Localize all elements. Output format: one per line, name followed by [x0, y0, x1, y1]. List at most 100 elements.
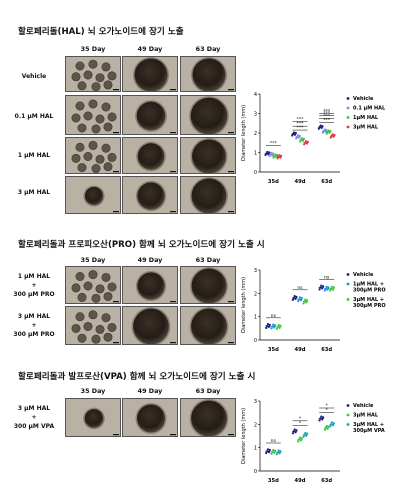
- significance-label: *: [326, 403, 329, 409]
- data-point: [300, 437, 303, 440]
- data-point: [329, 425, 332, 428]
- data-point: [275, 327, 278, 330]
- significance-label: *: [299, 421, 302, 427]
- data-point: [300, 137, 304, 140]
- data-point: [329, 289, 332, 292]
- y-axis-label: Diameter length (mm): [241, 408, 247, 464]
- organoid-micrograph: [66, 267, 120, 303]
- row-label-3um-hal-300um-pro: 3 μM HAL + 300 μM PRO: [13, 313, 55, 338]
- column-header-35-day: 35 Day: [80, 45, 106, 53]
- data-point: [274, 449, 277, 452]
- data-point: [318, 288, 321, 291]
- data-point: [272, 323, 275, 326]
- data-point: [330, 285, 334, 288]
- row-label-1um-hal-300um-pro: 1 μM HAL + 300 μM PRO: [13, 273, 55, 298]
- legend-label: 300μM VPA: [353, 428, 385, 434]
- x-tick-label: 35d: [268, 179, 279, 185]
- data-point: [332, 286, 335, 289]
- y-tick-label: 0: [254, 469, 257, 475]
- legend-label: 3μM HAL: [353, 125, 379, 131]
- data-point: [277, 449, 280, 452]
- x-tick-label: 63d: [321, 478, 332, 484]
- data-point: [306, 432, 309, 435]
- y-tick-label: 2: [254, 131, 257, 137]
- micrograph-hal-r0-c1: [122, 56, 178, 92]
- legend-label: 3μM HAL +: [353, 422, 384, 428]
- data-point: [277, 323, 280, 327]
- data-point: [293, 428, 296, 431]
- significance-label: *: [326, 408, 329, 414]
- column-header-63-day: 63 Day: [195, 45, 221, 53]
- chart-hal-pro-svg: 0 1 2 3 Diameter length (mm) 35d 49d 63d ns ns ns V…: [241, 268, 386, 353]
- column-header-63-day: 63 Day: [195, 256, 221, 264]
- data-point: [298, 134, 301, 138]
- micrograph-pro-r0-c1: [122, 266, 178, 304]
- significance-label: ***: [297, 116, 305, 122]
- data-point: [268, 323, 271, 326]
- data-point: [297, 440, 300, 443]
- micrograph-hal-r3-c1: [122, 176, 178, 214]
- row-label-3um-hal-300um-vpa: 3 μM HAL + 300 μM VPA: [13, 405, 55, 430]
- data-point: [306, 299, 309, 302]
- organoid-micrograph: [66, 307, 120, 344]
- significance-label: ***: [323, 109, 331, 115]
- legend-marker: [346, 273, 350, 276]
- data-point: [325, 128, 328, 132]
- section-title-hal: 할로페리돌(HAL) 뇌 오가노이드에 장기 노출: [18, 27, 184, 37]
- organoid-micrograph: [123, 138, 177, 173]
- data-point: [306, 140, 309, 143]
- data-point: [302, 435, 305, 438]
- legend-marker: [346, 423, 350, 426]
- data-point: [322, 285, 325, 288]
- legend-label: Vehicle: [353, 403, 374, 409]
- y-axis-label: Diameter length (mm): [241, 277, 247, 333]
- organoid-micrograph: [181, 138, 235, 173]
- data-point: [292, 131, 296, 134]
- data-point: [300, 296, 303, 300]
- data-point: [295, 295, 298, 298]
- data-point: [325, 285, 328, 288]
- data-point: [323, 289, 326, 292]
- data-point: [318, 419, 321, 422]
- organoid-micrograph: [181, 177, 235, 213]
- micrograph-hal-r2-c2: [180, 137, 236, 174]
- legend-marker: [346, 298, 350, 301]
- micrograph-hal-r1-c1: [122, 95, 178, 135]
- legend-label: 300μM PRO: [353, 303, 386, 309]
- column-header-49-day: 49 Day: [137, 256, 163, 264]
- data-point: [270, 452, 273, 455]
- x-tick-label: 63d: [321, 347, 332, 353]
- y-tick-label: 1: [254, 151, 257, 157]
- micrograph-pro-r1-c0: [65, 306, 121, 345]
- legend-marker: [346, 97, 350, 100]
- x-tick-label: 49d: [295, 347, 306, 353]
- data-point: [270, 151, 273, 154]
- legend-marker: [346, 125, 350, 129]
- y-tick-label: 0: [254, 338, 257, 344]
- data-point: [327, 286, 330, 289]
- data-point: [270, 327, 273, 330]
- data-point: [331, 133, 334, 136]
- data-point: [275, 453, 278, 456]
- row-label-0.1um-hal: 0.1 μM HAL: [14, 113, 54, 120]
- section-title-hal-pro: 할로페리돌과 프로피오산(PRO) 함께 뇌 오가노이드에 장기 노출 시: [18, 240, 265, 250]
- x-tick-label: 35d: [268, 478, 279, 484]
- data-point: [268, 448, 271, 452]
- y-tick-label: 3: [254, 268, 257, 274]
- significance-label: ***: [270, 141, 278, 147]
- data-point: [266, 323, 270, 326]
- data-point: [321, 125, 324, 128]
- legend-marker: [346, 116, 350, 119]
- organoid-micrograph: [123, 177, 177, 213]
- data-point: [266, 150, 269, 154]
- organoid-micrograph: [181, 267, 235, 303]
- micrograph-hal-r2-c1: [122, 137, 178, 174]
- y-axis-label: Diameter length (mm): [241, 105, 247, 161]
- micrograph-hal-r0-c0: [65, 56, 121, 92]
- legend-label: Vehicle: [353, 96, 374, 102]
- significance-label: ns: [271, 439, 277, 444]
- data-point: [276, 153, 279, 157]
- legend-label: 3μM HAL +: [353, 297, 384, 303]
- data-point: [298, 296, 302, 299]
- data-point: [329, 129, 332, 133]
